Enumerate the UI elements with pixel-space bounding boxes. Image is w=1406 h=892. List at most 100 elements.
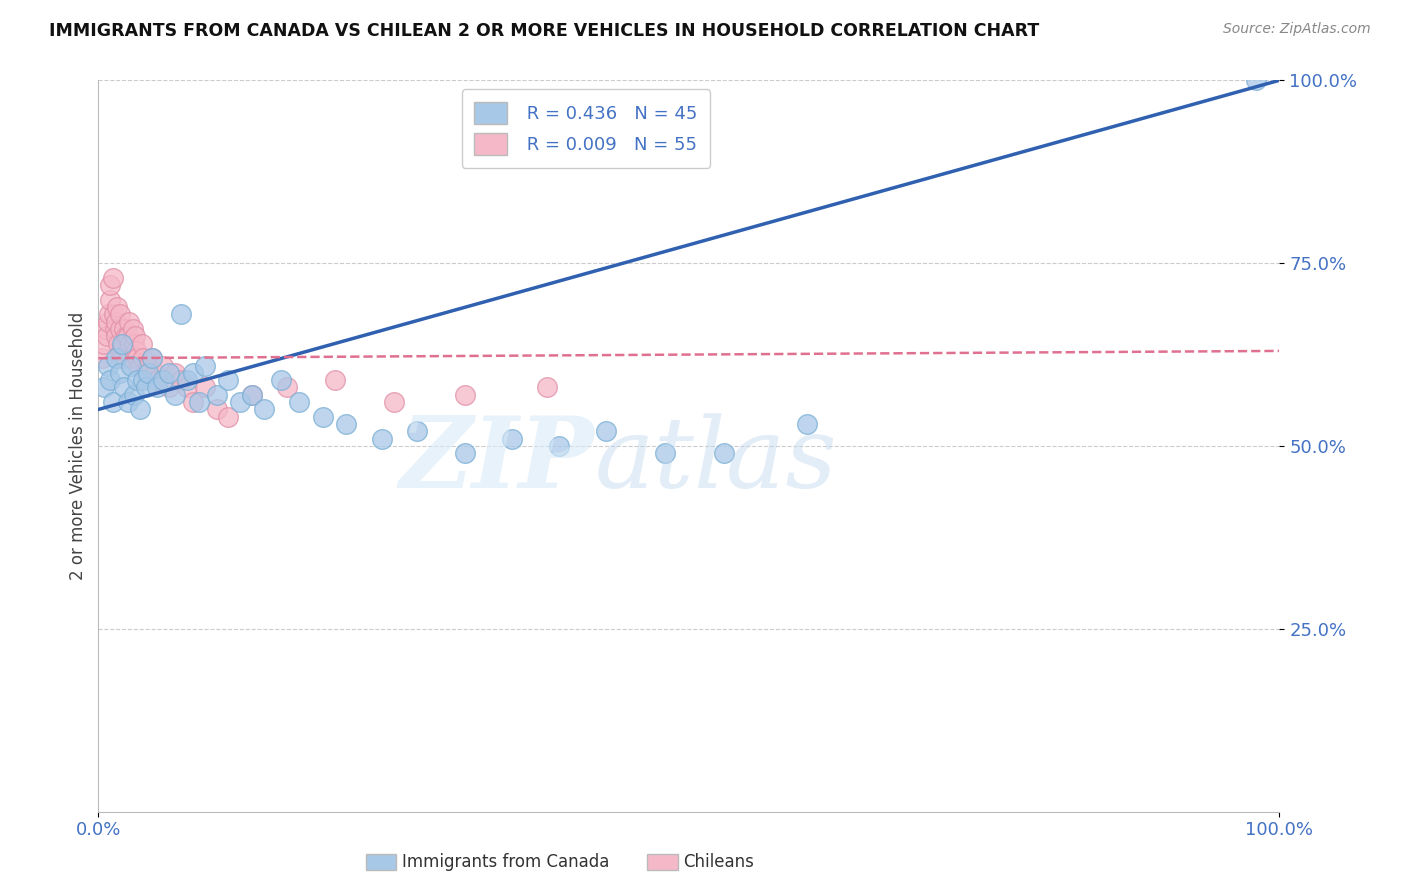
Point xyxy=(146,380,169,394)
Point xyxy=(141,351,163,366)
Point xyxy=(112,322,135,336)
Point xyxy=(135,380,157,394)
Point xyxy=(240,388,263,402)
Point xyxy=(146,373,169,387)
Point xyxy=(595,425,617,439)
Point xyxy=(103,307,125,321)
Point xyxy=(125,343,148,358)
Point xyxy=(152,373,174,387)
Point xyxy=(205,402,228,417)
Point xyxy=(101,395,124,409)
Text: Chileans: Chileans xyxy=(683,853,754,871)
Point xyxy=(229,395,252,409)
Point xyxy=(132,373,155,387)
Point xyxy=(217,373,239,387)
Point xyxy=(98,278,121,293)
Point xyxy=(96,329,118,343)
Point xyxy=(111,336,134,351)
Point xyxy=(270,373,292,387)
Point xyxy=(187,395,209,409)
Point xyxy=(122,388,145,402)
Point xyxy=(98,307,121,321)
Point xyxy=(97,359,120,373)
Point xyxy=(654,446,676,460)
Point xyxy=(93,380,115,394)
Point xyxy=(135,366,157,380)
Point xyxy=(165,366,187,380)
Point xyxy=(104,322,127,336)
Point xyxy=(110,343,132,358)
Point xyxy=(536,380,558,394)
Point xyxy=(98,373,121,387)
Point xyxy=(288,395,311,409)
Point xyxy=(1244,73,1267,87)
Point xyxy=(453,446,475,460)
Point xyxy=(136,366,159,380)
Point xyxy=(108,366,131,380)
Point xyxy=(117,329,139,343)
Point xyxy=(124,329,146,343)
Point xyxy=(122,336,145,351)
Point xyxy=(94,322,117,336)
Point xyxy=(382,395,405,409)
Point xyxy=(176,373,198,387)
Point xyxy=(501,432,523,446)
Point xyxy=(240,388,263,402)
Point xyxy=(118,315,141,329)
Point xyxy=(131,336,153,351)
Point xyxy=(152,359,174,373)
Point xyxy=(205,388,228,402)
Point xyxy=(796,417,818,431)
Point xyxy=(136,359,159,373)
Point xyxy=(713,446,735,460)
Point xyxy=(143,366,166,380)
Point xyxy=(105,315,128,329)
Point xyxy=(181,395,204,409)
Point xyxy=(105,300,128,314)
Point xyxy=(323,373,346,387)
Point xyxy=(170,373,193,387)
Point xyxy=(132,351,155,366)
Point xyxy=(176,380,198,394)
Point xyxy=(112,380,135,394)
Point xyxy=(98,293,121,307)
Point xyxy=(127,351,149,366)
Point xyxy=(112,336,135,351)
Point xyxy=(371,432,394,446)
Point xyxy=(165,388,187,402)
Point xyxy=(97,315,120,329)
Point xyxy=(253,402,276,417)
Point xyxy=(105,351,128,366)
Point xyxy=(121,322,143,336)
Point xyxy=(105,329,128,343)
Text: IMMIGRANTS FROM CANADA VS CHILEAN 2 OR MORE VEHICLES IN HOUSEHOLD CORRELATION CH: IMMIGRANTS FROM CANADA VS CHILEAN 2 OR M… xyxy=(49,22,1039,40)
Point xyxy=(121,351,143,366)
Point xyxy=(141,351,163,366)
Point xyxy=(117,395,139,409)
Point xyxy=(276,380,298,394)
Point xyxy=(121,359,143,373)
Point xyxy=(181,366,204,380)
Text: Immigrants from Canada: Immigrants from Canada xyxy=(402,853,609,871)
Point xyxy=(114,329,136,343)
Point xyxy=(128,359,150,373)
Point xyxy=(453,388,475,402)
Point xyxy=(120,336,142,351)
Point xyxy=(107,336,129,351)
Point xyxy=(108,307,131,321)
Point xyxy=(312,409,335,424)
Point xyxy=(217,409,239,424)
Point xyxy=(111,351,134,366)
Point xyxy=(101,270,124,285)
Point xyxy=(93,336,115,351)
Y-axis label: 2 or more Vehicles in Household: 2 or more Vehicles in Household xyxy=(69,312,87,580)
Point xyxy=(157,366,180,380)
Point xyxy=(194,359,217,373)
Point xyxy=(335,417,357,431)
Text: Source: ZipAtlas.com: Source: ZipAtlas.com xyxy=(1223,22,1371,37)
Point xyxy=(108,322,131,336)
Legend:  R = 0.436   N = 45,  R = 0.009   N = 55: R = 0.436 N = 45, R = 0.009 N = 55 xyxy=(461,89,710,168)
Text: atlas: atlas xyxy=(595,413,837,508)
Point xyxy=(128,402,150,417)
Point xyxy=(127,373,149,387)
